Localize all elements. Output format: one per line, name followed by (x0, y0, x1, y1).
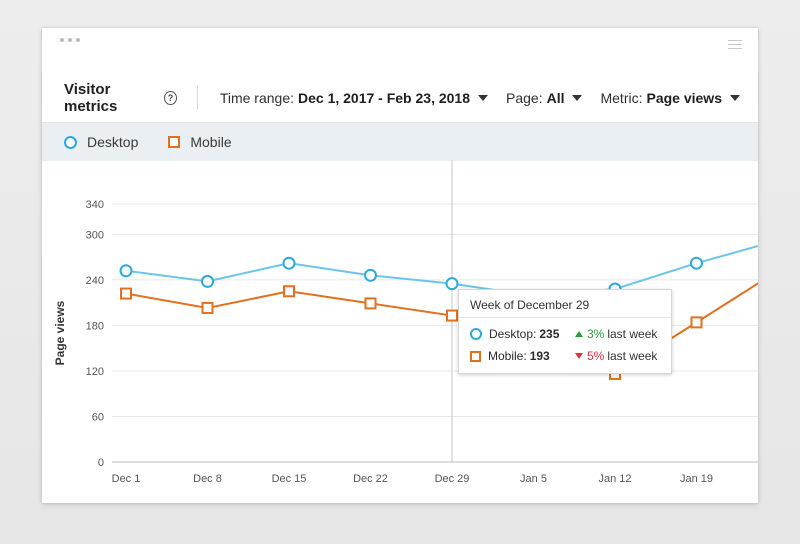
visitor-metrics-widget: Visitor metrics ? Time range: Dec 1, 201… (42, 28, 758, 503)
metric-label: Metric: (600, 90, 643, 106)
data-point-desktop (282, 256, 296, 270)
y-tick-label: 0 (98, 457, 104, 469)
tooltip-mobile-value: 193 (529, 349, 550, 363)
drag-handle-icon[interactable] (60, 38, 80, 42)
line-chart[interactable]: 0 60 120 180 240 300 340 Dec 1 Dec 8 Dec 15 Dec 22… (42, 28, 758, 503)
x-tick-label: Jan 19 (680, 473, 713, 485)
y-axis-title: Page views (53, 300, 67, 365)
arrow-up-icon (575, 331, 583, 337)
x-tick-label: Dec 29 (435, 473, 470, 485)
chevron-down-icon (478, 95, 488, 101)
tooltip-desktop-value: 235 (539, 327, 560, 341)
x-tick-label: Dec 22 (353, 473, 388, 485)
data-point-mobile (120, 287, 132, 300)
widget-toolbar: Visitor metrics ? Time range: Dec 1, 201… (42, 78, 758, 118)
page-dropdown[interactable]: Page: All (506, 90, 583, 106)
arrow-down-icon (575, 353, 583, 359)
chevron-down-icon (729, 95, 740, 101)
tooltip-divider (459, 317, 671, 318)
x-tick-label: Jan 5 (520, 473, 547, 485)
x-tick-label: Dec 8 (193, 473, 222, 485)
legend-label-mobile: Mobile (190, 134, 232, 150)
metric-value: Page views (646, 90, 722, 106)
y-tick-label: 180 (86, 320, 104, 332)
data-point-mobile (364, 297, 377, 310)
chart-legend: Desktop Mobile (42, 122, 758, 161)
tooltip-row-mobile: Mobile: 193 (470, 349, 550, 363)
tooltip-desktop-change-pct: 3% (587, 327, 605, 341)
square-marker-icon (470, 350, 481, 362)
data-point-mobile (283, 285, 295, 298)
data-point-mobile (446, 309, 458, 322)
time-range-dropdown[interactable]: Time range: Dec 1, 2017 - Feb 23, 2018 (220, 90, 488, 106)
y-tick-label: 340 (86, 199, 104, 211)
legend-label-desktop: Desktop (87, 134, 139, 150)
data-point-desktop (445, 277, 459, 291)
tooltip-desktop-change-suffix: last week (607, 327, 658, 341)
tooltip-desktop-label: Desktop: (489, 327, 537, 341)
y-tick-label: 300 (86, 229, 104, 241)
data-point-mobile (201, 301, 214, 314)
series-line-desktop (125, 244, 758, 297)
hamburger-menu-icon[interactable] (728, 40, 742, 49)
time-range-value: Dec 1, 2017 - Feb 23, 2018 (298, 90, 470, 106)
data-point-desktop (364, 268, 377, 282)
tooltip-row-desktop: Desktop: 235 (470, 327, 559, 341)
x-tick-label: Dec 15 (272, 473, 307, 485)
legend-item-mobile[interactable]: Mobile (168, 134, 232, 150)
chart-tooltip: Week of December 29 Desktop: 235 3% last… (458, 289, 672, 374)
y-tick-label: 60 (92, 411, 104, 423)
tooltip-mobile-change-pct: 5% (587, 349, 605, 363)
chevron-down-icon (572, 95, 583, 101)
square-marker-icon (168, 136, 181, 148)
tooltip-mobile-label: Mobile: (488, 349, 527, 363)
metric-dropdown[interactable]: Metric: Page views (600, 90, 740, 106)
page-label: Page: (506, 90, 543, 106)
data-point-mobile (690, 316, 703, 329)
toolbar-divider (196, 86, 198, 110)
x-tick-label: Jan 12 (598, 473, 631, 485)
circle-marker-icon (64, 135, 77, 149)
data-point-desktop (201, 274, 214, 288)
circle-marker-icon (470, 328, 482, 340)
legend-item-desktop[interactable]: Desktop (64, 134, 138, 150)
widget-title: Visitor metrics (64, 81, 118, 115)
tooltip-title: Week of December 29 (470, 298, 590, 312)
tooltip-mobile-change: 5% last week (575, 349, 657, 363)
y-tick-label: 240 (86, 275, 104, 287)
tooltip-mobile-change-suffix: last week (607, 349, 658, 363)
page-value: All (546, 90, 565, 106)
x-tick-label: Dec 1 (112, 473, 141, 485)
data-point-desktop (119, 264, 133, 278)
help-icon[interactable]: ? (164, 91, 177, 105)
y-tick-label: 120 (86, 366, 104, 378)
time-range-label: Time range: (219, 90, 294, 106)
data-point-desktop (690, 256, 703, 270)
tooltip-desktop-change: 3% last week (575, 327, 657, 341)
